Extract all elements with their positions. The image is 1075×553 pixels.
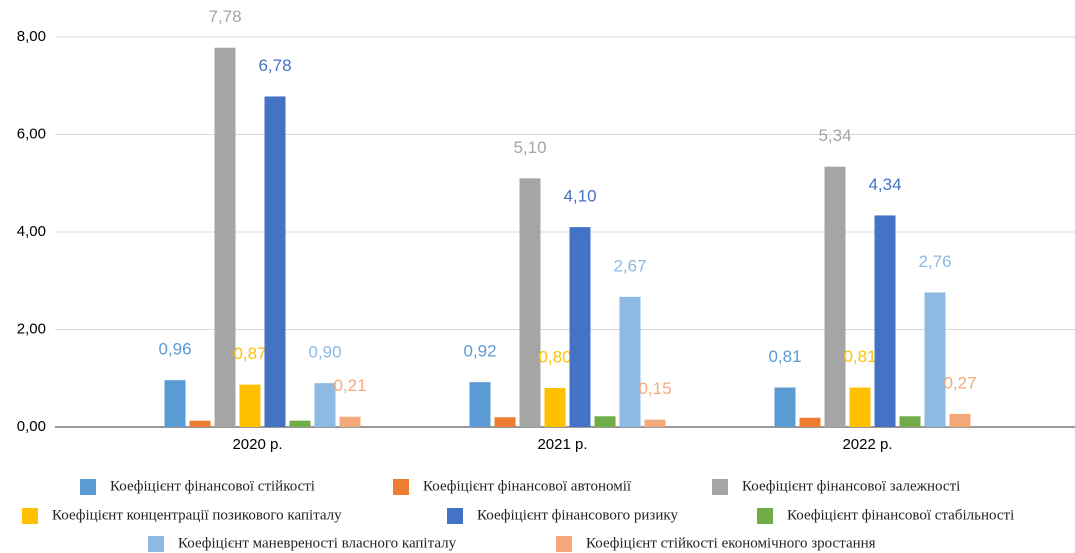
data-label: 2,76 bbox=[918, 252, 951, 271]
data-label: 0,81 bbox=[768, 347, 801, 366]
bar bbox=[949, 413, 971, 427]
data-label: 0,80 bbox=[538, 347, 571, 366]
legend-label: Коефіцієнт стійкості економічного зроста… bbox=[586, 535, 876, 551]
data-label: 2,67 bbox=[613, 256, 646, 275]
y-tick-label: 4,00 bbox=[17, 223, 46, 240]
legend-swatch bbox=[80, 479, 96, 495]
bar bbox=[494, 417, 516, 427]
x-tick-label: 2022 р. bbox=[842, 436, 892, 453]
bar bbox=[799, 417, 821, 427]
y-tick-label: 0,00 bbox=[17, 418, 46, 435]
legend-swatch bbox=[447, 508, 463, 524]
legend-swatch bbox=[757, 508, 773, 524]
bar bbox=[519, 178, 541, 427]
data-label: 5,10 bbox=[513, 138, 546, 157]
y-tick-label: 8,00 bbox=[17, 28, 46, 45]
data-label: 7,78 bbox=[208, 7, 241, 26]
data-label: 5,34 bbox=[818, 126, 851, 145]
data-label: 4,10 bbox=[563, 187, 596, 206]
bar bbox=[314, 383, 336, 427]
bar bbox=[619, 296, 641, 427]
x-tick-label: 2021 р. bbox=[537, 436, 587, 453]
bar bbox=[239, 384, 261, 427]
bar bbox=[924, 292, 946, 427]
data-label: 0,90 bbox=[308, 343, 341, 362]
legend-label: Коефіцієнт маневреності власного капітал… bbox=[178, 535, 457, 551]
data-label: 0,27 bbox=[943, 373, 976, 392]
bar bbox=[849, 387, 871, 427]
legend-label: Коефіцієнт фінансової стабільності bbox=[787, 507, 1014, 523]
data-label: 0,15 bbox=[638, 379, 671, 398]
legend-swatch bbox=[22, 508, 38, 524]
data-label: 0,87 bbox=[233, 344, 266, 363]
data-label: 0,92 bbox=[463, 342, 496, 361]
bar bbox=[644, 419, 666, 427]
data-label: 4,34 bbox=[868, 175, 901, 194]
legend-label: Коефіцієнт фінансової стійкості bbox=[110, 478, 315, 494]
y-tick-label: 6,00 bbox=[17, 125, 46, 142]
legend-label: Коефіцієнт фінансової автономії bbox=[423, 478, 632, 494]
bar bbox=[469, 382, 491, 427]
legend-label: Коефіцієнт концентрації позикового капіт… bbox=[52, 507, 342, 523]
bar bbox=[214, 47, 236, 427]
bar bbox=[824, 166, 846, 428]
bar bbox=[899, 416, 921, 427]
bar bbox=[339, 416, 361, 427]
y-tick-label: 2,00 bbox=[17, 320, 46, 337]
bar bbox=[569, 227, 591, 427]
bar bbox=[164, 380, 186, 427]
data-label: 0,81 bbox=[843, 347, 876, 366]
data-label: 0,96 bbox=[158, 340, 191, 359]
bar bbox=[189, 420, 211, 427]
legend-label: Коефіцієнт фінансової залежності bbox=[742, 478, 960, 494]
legend-swatch bbox=[556, 536, 572, 552]
bar bbox=[289, 420, 311, 427]
bar bbox=[264, 96, 286, 427]
data-label: 0,21 bbox=[333, 376, 366, 395]
bar bbox=[874, 215, 896, 427]
bar bbox=[594, 416, 616, 427]
bar bbox=[774, 387, 796, 427]
x-tick-label: 2020 р. bbox=[232, 436, 282, 453]
bar bbox=[544, 388, 566, 427]
data-label: 6,78 bbox=[258, 56, 291, 75]
legend-swatch bbox=[148, 536, 164, 552]
legend-swatch bbox=[393, 479, 409, 495]
legend-label: Коефіцієнт фінансового ризику bbox=[477, 507, 678, 523]
legend-swatch bbox=[712, 479, 728, 495]
